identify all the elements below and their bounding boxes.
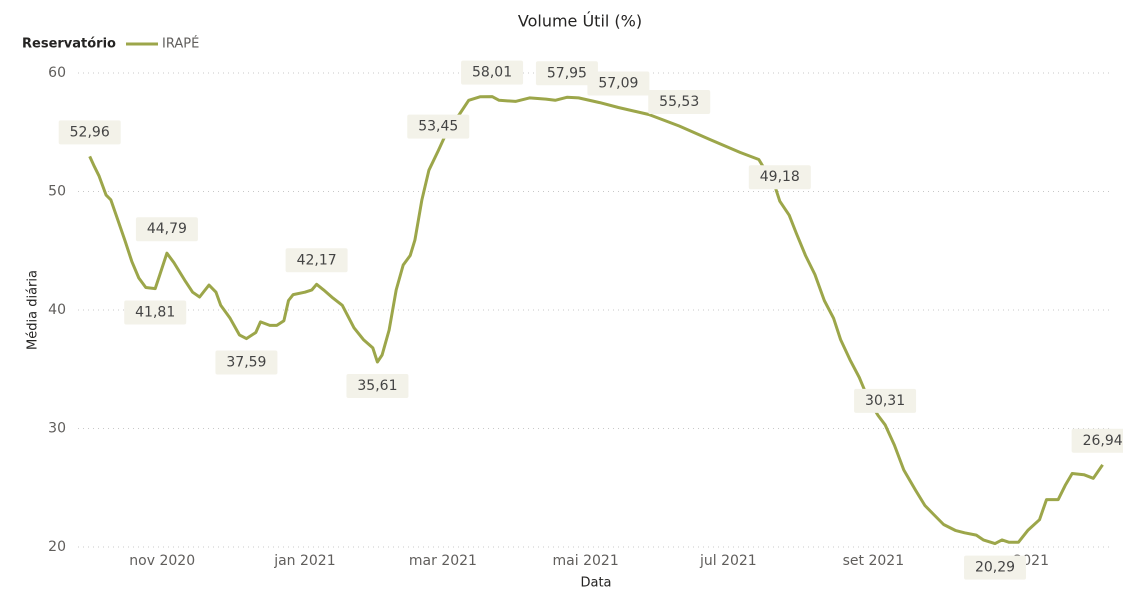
data-label-box [854,388,917,413]
y-tick-label: 50 [48,184,66,200]
x-tick-label: set 2021 [843,553,904,569]
data-label-box [535,61,598,86]
series-line [88,95,1104,546]
data-label: 20,29 [975,560,1015,576]
data-label: 42,17 [297,252,337,268]
chart-title: Volume Útil (%) [518,12,642,31]
x-tick-label: mai 2021 [553,553,619,569]
y-axis-title: Média diária [26,270,41,350]
y-tick-label: 40 [48,302,66,318]
data-label: 55,53 [659,94,699,110]
y-tick-label: 60 [48,65,66,81]
data-label: 35,61 [357,378,397,394]
data-label-box [964,555,1027,580]
data-label: 26,94 [1083,433,1123,449]
x-tick-label: mar 2021 [409,553,477,569]
data-label: 49,18 [760,169,800,185]
data-label: 37,59 [226,355,266,371]
data-label-box [587,71,650,96]
data-label: 44,79 [147,221,187,237]
data-label-box [58,120,121,145]
data-label-box [407,114,470,139]
data-label: 58,01 [472,65,512,81]
data-label: 30,31 [865,393,905,409]
data-label: 57,09 [598,75,638,91]
data-label-box [215,350,278,375]
data-label-box [461,60,524,85]
x-axis-title: Data [580,576,611,591]
data-label: 53,45 [418,119,458,135]
data-label: 41,81 [135,305,175,321]
x-tick-label: jul 2021 [699,553,757,569]
legend-title: Reservatório [22,37,116,52]
data-label: 52,96 [70,124,110,140]
data-label-box [1071,428,1123,453]
y-tick-label: 30 [48,421,66,437]
data-label-box [346,374,409,399]
data-label-box [748,165,811,190]
y-tick-label: 20 [48,539,66,555]
x-tick-label: jan 2021 [273,553,335,569]
data-label-box [135,217,198,242]
data-label-box [648,89,711,114]
x-tick-label: nov 2020 [129,553,195,569]
legend-label: IRAPÉ [162,36,199,52]
data-label-box [285,248,348,273]
data-label-box [124,300,187,325]
data-label: 57,95 [547,65,587,81]
